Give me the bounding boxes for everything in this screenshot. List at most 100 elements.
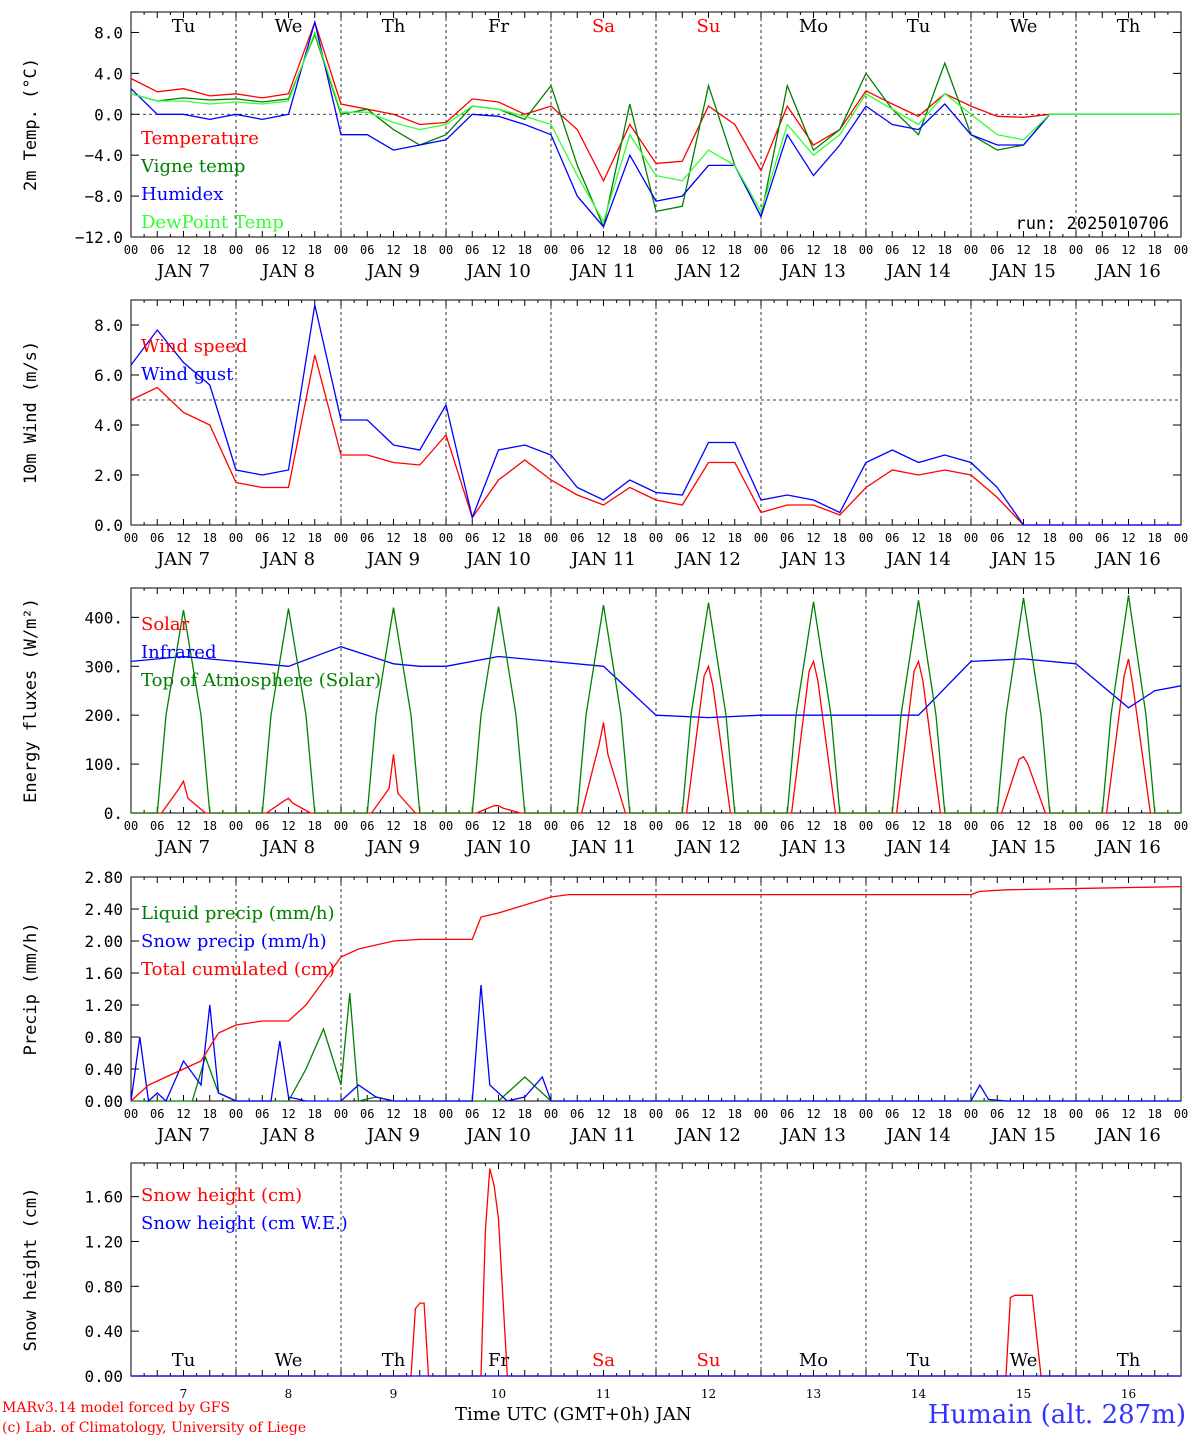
hour-label: 12: [1016, 819, 1030, 833]
hour-label: 18: [938, 1107, 952, 1121]
weekday-label: We: [275, 16, 303, 37]
hour-label: 18: [518, 1107, 532, 1121]
series-line-humidex: [130, 19, 1181, 229]
date-label: JAN 11: [569, 837, 636, 858]
legend-entry: Wind speed: [141, 336, 247, 357]
y-tick-label: 300.: [84, 657, 123, 676]
legend-entry: Humidex: [141, 184, 223, 205]
hour-label: 00: [754, 819, 768, 833]
hour-label: 12: [1016, 1107, 1030, 1121]
hour-label: 18: [308, 819, 322, 833]
hour-label: 18: [413, 531, 427, 545]
date-label: JAN 8: [260, 1125, 315, 1146]
hour-label: 18: [833, 243, 847, 257]
panel-0-frame: [130, 11, 1182, 238]
day-number: 16: [1121, 1387, 1136, 1400]
day-number: 9: [390, 1387, 398, 1400]
y-tick-label: 8.0: [94, 316, 123, 335]
legend-entry: Top of Atmosphere (Solar): [141, 670, 381, 691]
legend-entry: Infrared: [141, 642, 216, 663]
hour-label: 06: [990, 243, 1004, 257]
hour-label: 18: [413, 1107, 427, 1121]
hour-label: 12: [491, 243, 505, 257]
hour-label: 06: [255, 1107, 269, 1121]
date-label: JAN 13: [779, 1125, 846, 1146]
hour-label: 12: [911, 243, 925, 257]
hour-label: 18: [308, 243, 322, 257]
hour-label: 12: [386, 531, 400, 545]
hour-label: 06: [1095, 243, 1109, 257]
hour-label: 00: [1069, 1107, 1083, 1121]
hour-label: 18: [308, 531, 322, 545]
weekday-label: Mo: [799, 1350, 828, 1371]
hour-label: 00: [439, 531, 453, 545]
hour-label: 00: [859, 531, 873, 545]
series-line-wind-gust: [130, 304, 1181, 526]
hour-label: 12: [281, 819, 295, 833]
y-tick-label: −8.0: [84, 187, 123, 206]
date-label: JAN 11: [569, 549, 636, 570]
date-label: JAN 13: [779, 549, 846, 570]
hour-label: 06: [780, 1107, 794, 1121]
hour-label: 12: [701, 1107, 715, 1121]
hour-label: 06: [360, 243, 374, 257]
hour-label: 00: [1174, 243, 1188, 257]
date-label: JAN 10: [464, 1125, 531, 1146]
hour-label: 06: [885, 1107, 899, 1121]
date-label: JAN 14: [884, 837, 951, 858]
panel-2-frame: [130, 587, 1182, 814]
date-label: JAN 7: [155, 261, 210, 282]
hour-label: 06: [990, 1107, 1004, 1121]
series-line-top-of-atmosphere-solar-: [131, 595, 1181, 814]
series-line-total-cumulated-cm-: [130, 885, 1182, 1102]
y-tick-label: 0.0: [94, 516, 123, 535]
hour-label: 06: [255, 531, 269, 545]
hour-label: 18: [1148, 819, 1162, 833]
hour-label: 06: [150, 1107, 164, 1121]
hour-label: 18: [1043, 1107, 1057, 1121]
hour-label: 06: [1095, 819, 1109, 833]
hour-label: 00: [229, 531, 243, 545]
hour-label: 18: [623, 243, 637, 257]
hour-label: 12: [806, 531, 820, 545]
weekday-label: Sa: [592, 16, 615, 37]
date-label: JAN 9: [365, 837, 420, 858]
hour-label: 12: [806, 819, 820, 833]
hour-label: 00: [334, 1107, 348, 1121]
day-number: 12: [701, 1387, 716, 1400]
date-label: JAN 14: [884, 1125, 951, 1146]
hour-label: 00: [649, 531, 663, 545]
y-tick-label: 400.: [84, 608, 123, 627]
hour-label: 18: [833, 1107, 847, 1121]
weekday-label: Sa: [592, 1350, 615, 1371]
y-axis-title: Snow height (cm): [21, 1188, 41, 1352]
y-tick-label: 0.00: [84, 1367, 123, 1386]
hour-label: 18: [518, 243, 532, 257]
hour-label: 06: [255, 243, 269, 257]
date-label: JAN 12: [674, 549, 741, 570]
hour-label: 18: [728, 531, 742, 545]
y-tick-label: 100.: [84, 755, 123, 774]
hour-label: 00: [439, 243, 453, 257]
hour-label: 12: [701, 243, 715, 257]
y-axis-title: 2m Temp. (°C): [21, 58, 41, 191]
hour-label: 12: [596, 531, 610, 545]
weekday-label: Tu: [907, 16, 931, 37]
y-tick-label: 2.40: [84, 900, 123, 919]
hour-label: 12: [701, 531, 715, 545]
y-tick-label: 0.0: [94, 105, 123, 124]
date-label: JAN 11: [569, 1125, 636, 1146]
hour-label: 06: [570, 1107, 584, 1121]
y-tick-label: 1.20: [84, 1232, 123, 1251]
hour-label: 00: [1174, 531, 1188, 545]
legend-entry: DewPoint Temp: [141, 212, 284, 233]
hour-label: 12: [281, 1107, 295, 1121]
hour-label: 18: [623, 819, 637, 833]
date-label: JAN 9: [365, 1125, 420, 1146]
hour-label: 00: [439, 1107, 453, 1121]
weekday-label: We: [275, 1350, 303, 1371]
day-number: 13: [806, 1387, 821, 1400]
hour-label: 00: [124, 531, 138, 545]
y-tick-label: 2.80: [84, 868, 123, 887]
date-label: JAN 16: [1094, 837, 1161, 858]
